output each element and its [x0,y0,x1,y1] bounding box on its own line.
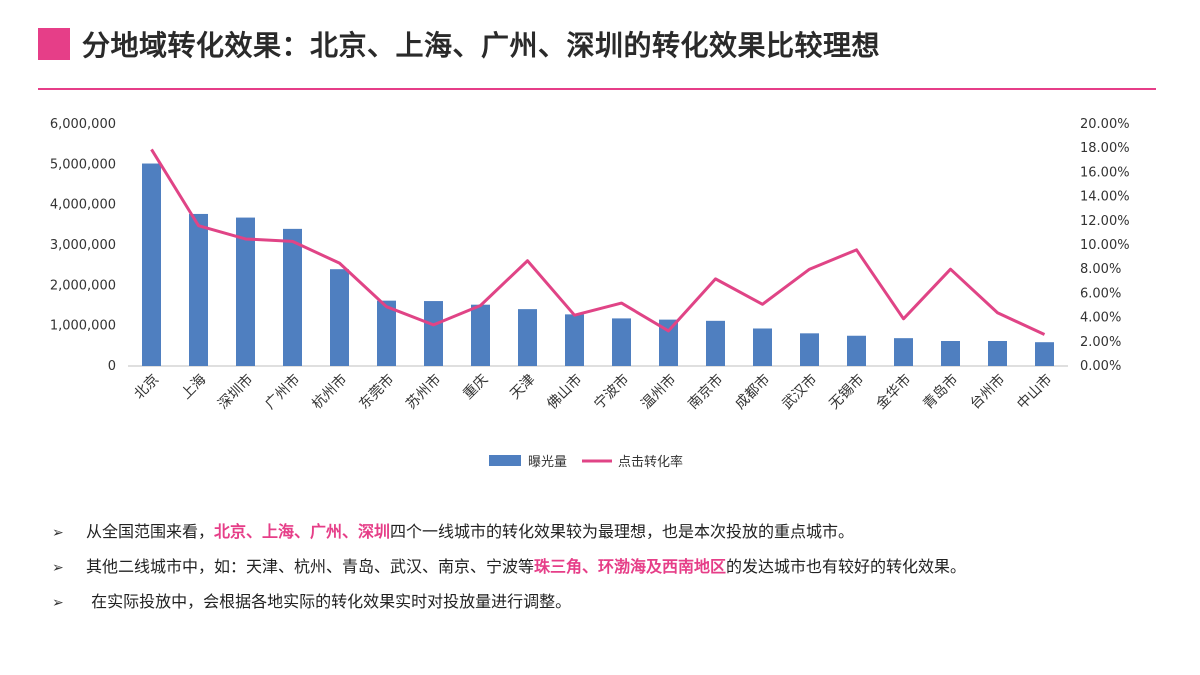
y-right-tick-label: 16.00% [1080,165,1130,180]
y-right-tick-label: 14.00% [1080,190,1130,205]
bar-18 [941,340,960,366]
bar-9 [518,309,537,366]
y-right-tick-label: 0.00% [1080,359,1121,374]
bar-20 [1035,342,1054,366]
y-right-tick-label: 2.00% [1080,335,1121,350]
category-label: 北京 [131,372,162,403]
note-item-3: ➢ 在实际投放中，会根据各地实际的转化效果实时对投放量进行调整。 [52,590,1182,625]
category-label: 佛山市 [544,371,586,413]
category-label: 上海 [178,372,209,403]
category-label: 苏州市 [403,371,445,413]
y-left-tick-label: 3,000,000 [50,238,116,253]
bar-8 [471,304,490,366]
highlighted-text: 珠三角、环渤海及西南地区 [534,557,727,576]
bar-5 [330,269,349,366]
note-text: 的发达城市也有较好的转化效果。 [726,557,967,576]
bar-17 [894,338,913,366]
y-left-tick-label: 0 [108,359,116,374]
title-accent-block [38,28,70,60]
bar-1 [142,163,161,366]
y-left-tick-label: 6,000,000 [50,117,116,132]
category-label: 青岛市 [920,371,962,413]
note-text: 其他二线城市中，如：天津、杭州、青岛、武汉、南京、宁波等 [86,557,535,576]
y-right-tick-label: 18.00% [1080,141,1130,156]
y-left-tick-label: 1,000,000 [50,319,116,334]
category-label: 南京市 [685,371,727,413]
category-label: 成都市 [732,371,774,413]
y-right-tick-label: 8.00% [1080,262,1121,277]
category-label: 温州市 [638,371,680,413]
category-label: 东莞市 [356,371,398,413]
title-bar: 分地域转化效果：北京、上海、广州、深圳的转化效果比较理想 [38,22,1158,66]
note-item-1: ➢ 从全国范围来看，北京、上海、广州、深圳四个一线城市的转化效果较为最理想，也是本… [52,520,1182,555]
legend-label-bar: 曝光量 [528,455,567,470]
bar-3 [236,217,255,366]
bar-10 [565,314,584,366]
y-left-tick-label: 4,000,000 [50,198,116,213]
arrow-bullet-icon: ➢ [52,595,64,611]
category-label: 杭州市 [309,371,351,413]
bar-7 [424,301,443,366]
y-right-tick-label: 10.00% [1080,238,1130,253]
legend-label-line: 点击转化率 [618,454,683,470]
bar-16 [847,335,866,366]
category-label: 宁波市 [591,371,633,413]
bar-12 [659,319,678,366]
category-label: 武汉市 [779,371,821,413]
y-left-tick-label: 5,000,000 [50,157,116,172]
y-right-tick-label: 20.00% [1080,117,1130,132]
page-title: 分地域转化效果：北京、上海、广州、深圳的转化效果比较理想 [82,29,881,62]
category-label: 深圳市 [215,371,257,413]
notes-list: ➢ 从全国范围来看，北京、上海、广州、深圳四个一线城市的转化效果较为最理想，也是本… [52,520,1182,625]
note-text: 从全国范围来看， [86,522,215,541]
note-item-2: ➢ 其他二线城市中，如：天津、杭州、青岛、武汉、南京、宁波等珠三角、环渤海及西南地… [52,555,1182,590]
note-text: 在实际投放中，会根据各地实际的转化效果实时对投放量进行调整。 [86,592,572,611]
category-label: 重庆 [460,372,491,403]
title-divider [38,88,1156,90]
y-right-tick-label: 4.00% [1080,311,1121,326]
y-left-tick-label: 2,000,000 [50,278,116,293]
region-conversion-chart: 0 1,000,000 2,000,000 3,000,000 4,000,000 5,0… [50,117,1130,470]
y-right-tick-label: 6.00% [1080,286,1121,301]
bar-11 [612,318,631,366]
bar-14 [753,328,772,366]
conversion-rate-line [150,148,1046,336]
arrow-bullet-icon: ➢ [52,560,64,576]
category-label: 无锡市 [826,371,868,413]
category-label: 中山市 [1014,371,1056,413]
category-label: 广州市 [262,371,304,413]
y-right-tick-label: 12.00% [1080,214,1130,229]
arrow-bullet-icon: ➢ [52,525,64,541]
highlighted-text: 北京、上海、广州、深圳 [214,522,391,541]
bar-15 [800,333,819,366]
note-text: 四个一线城市的转化效果较为最理想，也是本次投放的重点城市。 [390,522,855,541]
category-label: 金华市 [873,371,915,413]
category-label: 天津 [507,372,538,403]
bar-13 [706,320,725,366]
bar-6 [377,300,396,366]
category-label: 台州市 [967,371,1009,413]
bar-2 [189,213,208,366]
bar-4 [283,228,302,366]
bar-19 [988,340,1007,366]
legend-swatch-bar [489,455,521,466]
